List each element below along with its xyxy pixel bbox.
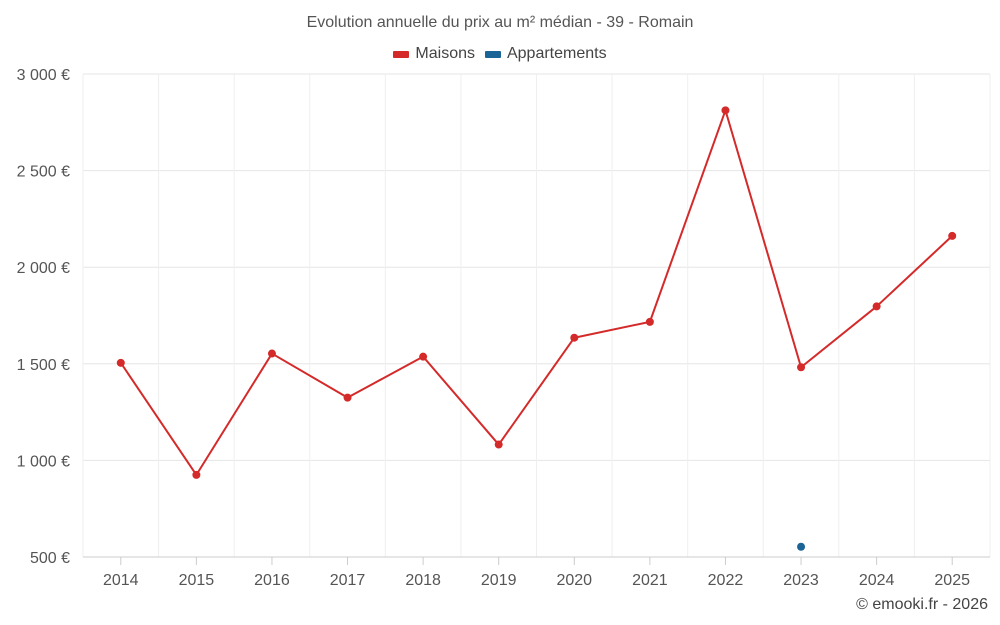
- y-tick-label: 500 €: [30, 550, 70, 567]
- x-tick-label: 2016: [254, 572, 290, 589]
- y-tick-label: 2 000 €: [17, 260, 70, 277]
- y-tick-label: 2 500 €: [17, 164, 70, 181]
- data-point-maisons[interactable]: [570, 333, 579, 342]
- x-tick-label: 2021: [632, 572, 668, 589]
- chart-title: Evolution annuelle du prix au m² médian …: [306, 14, 694, 31]
- legend-item-maisons[interactable]: Maisons: [393, 45, 475, 63]
- credit-text: © emooki.fr - 2026: [856, 596, 988, 613]
- data-point-appartements[interactable]: [797, 542, 806, 551]
- x-tick-label: 2018: [405, 572, 441, 589]
- x-tick-label: 2025: [934, 572, 970, 589]
- data-point-maisons[interactable]: [343, 393, 352, 402]
- data-point-maisons[interactable]: [797, 363, 806, 372]
- x-tick-label: 2017: [330, 572, 366, 589]
- x-tick-label: 2020: [556, 572, 592, 589]
- data-point-maisons[interactable]: [494, 440, 503, 449]
- legend-label-appartements: Appartements: [506, 45, 607, 62]
- data-point-maisons[interactable]: [721, 106, 730, 115]
- legend-swatch-appartements: [484, 50, 501, 58]
- y-tick-label: 1 500 €: [17, 357, 70, 374]
- data-point-maisons[interactable]: [948, 231, 957, 240]
- chart-legend: Maisons Appartements: [0, 45, 1000, 63]
- x-tick-label: 2014: [103, 572, 139, 589]
- data-point-maisons[interactable]: [419, 352, 428, 361]
- y-tick-label: 3 000 €: [17, 67, 70, 84]
- y-tick-label: 1 000 €: [17, 453, 70, 470]
- x-tick-label: 2023: [783, 572, 819, 589]
- legend-item-appartements[interactable]: Appartements: [484, 45, 607, 63]
- data-point-maisons[interactable]: [192, 470, 201, 479]
- x-tick-label: 2022: [708, 572, 744, 589]
- data-point-maisons[interactable]: [645, 317, 654, 326]
- data-point-maisons[interactable]: [872, 302, 881, 311]
- series-line-maisons: [119, 109, 953, 476]
- x-tick-label: 2015: [179, 572, 215, 589]
- data-point-maisons[interactable]: [267, 349, 276, 358]
- legend-label-maisons: Maisons: [415, 45, 475, 62]
- data-point-maisons[interactable]: [116, 358, 125, 367]
- legend-swatch-maisons: [393, 50, 410, 58]
- x-tick-label: 2024: [859, 572, 895, 589]
- x-tick-label: 2019: [481, 572, 517, 589]
